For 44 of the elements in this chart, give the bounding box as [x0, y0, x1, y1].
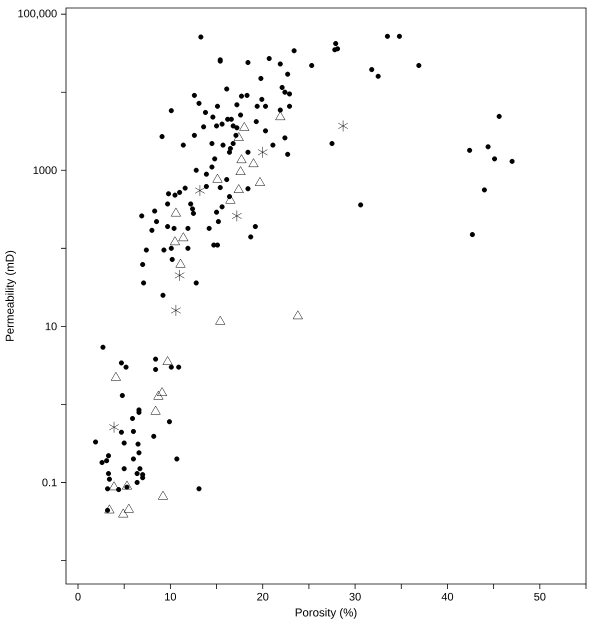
- point: [275, 111, 286, 120]
- point: [236, 166, 246, 176]
- point: [118, 508, 128, 518]
- point: [174, 270, 185, 282]
- point: [153, 390, 164, 400]
- point: [236, 154, 247, 164]
- point: [170, 304, 181, 316]
- y-tick-label: 0.1: [42, 478, 57, 486]
- point: [178, 232, 188, 242]
- point: [258, 146, 268, 158]
- point: [239, 122, 250, 131]
- point: [110, 372, 121, 381]
- point: [292, 310, 303, 320]
- point: [194, 184, 205, 196]
- point: [150, 406, 161, 415]
- y-tick-label: 100,000: [18, 10, 57, 19]
- x-tick-label: 30: [349, 592, 361, 601]
- point: [162, 356, 173, 365]
- x-axis-title: Porosity (%): [296, 608, 356, 619]
- point: [157, 387, 168, 396]
- point: [158, 490, 168, 500]
- point: [212, 174, 222, 183]
- x-tick-label: 50: [534, 592, 546, 601]
- point: [248, 158, 259, 168]
- x-tick-label: 10: [165, 592, 176, 601]
- point: [234, 132, 244, 141]
- y-axis-title: Permeability (mD): [5, 250, 16, 341]
- y-tick-label: 10: [46, 322, 57, 330]
- point: [124, 504, 134, 513]
- point: [234, 184, 244, 193]
- point: [254, 177, 265, 186]
- point: [176, 258, 186, 268]
- point: [170, 236, 180, 246]
- point: [104, 504, 114, 514]
- point: [170, 208, 181, 216]
- y-tick-label: 1000: [34, 166, 57, 174]
- x-tick-label: 0: [75, 592, 81, 601]
- point: [215, 316, 226, 325]
- x-tick-label: 20: [257, 592, 268, 601]
- x-tick-label: 40: [442, 592, 454, 601]
- point: [338, 120, 348, 132]
- point: [109, 421, 120, 433]
- point: [232, 210, 242, 222]
- point: [122, 480, 132, 490]
